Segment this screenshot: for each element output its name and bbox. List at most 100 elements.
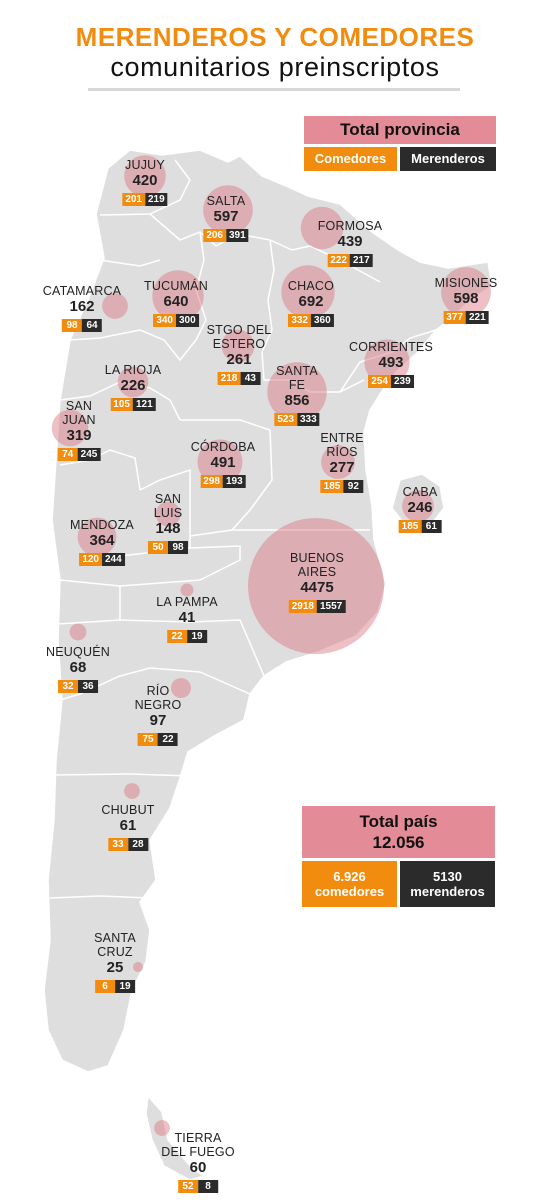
merenderos-count: 333: [297, 413, 320, 426]
province-total: 640: [163, 293, 189, 310]
merenderos-count: 391: [226, 229, 249, 242]
province-entrerios: ENTRE RÍOS 277 185 92: [320, 431, 363, 494]
province-name: SAN: [154, 492, 182, 506]
province-name: AIRES: [297, 565, 337, 579]
bubble-santacruz: [132, 961, 144, 973]
province-name: ESTERO: [212, 337, 266, 351]
province-breakdown: 332 360: [288, 314, 334, 327]
comedores-count: 254: [368, 375, 391, 388]
comedores-count: 33: [107, 838, 128, 851]
legend: Total provincia Comedores Merenderos: [304, 116, 496, 171]
province-tdf: TIERRA DEL FUEGO 60 52 8: [161, 1131, 235, 1194]
country-merenderos-box: 5130 merenderos: [400, 861, 495, 907]
bubble-corrientes: [364, 339, 410, 385]
title-line-2: comunitarios preinscriptos: [110, 52, 440, 82]
province-santafe: SANTA FE 856 523 333: [274, 364, 320, 427]
province-total: 439: [337, 233, 363, 250]
province-name: LA PAMPA: [156, 595, 218, 609]
bubble-tucuman: [152, 270, 204, 322]
province-name: FORMOSA: [317, 219, 383, 233]
province-total: 41: [178, 609, 196, 626]
province-total: 148: [155, 520, 181, 537]
bubble-jujuy: [124, 155, 166, 197]
merenderos-count: 98: [168, 541, 188, 554]
bubble-rionegro: [171, 678, 191, 698]
legend-comedores-label: Comedores: [304, 147, 397, 171]
province-breakdown: 201 219: [122, 193, 168, 206]
province-name: TUCUMÁN: [144, 279, 208, 293]
comedores-count: 2918: [288, 600, 317, 613]
merenderos-count: 217: [349, 254, 373, 267]
province-breakdown: 52 8: [177, 1180, 218, 1193]
province-name: SAN: [65, 399, 93, 413]
merenderos-count: 300: [176, 314, 199, 327]
comedores-count: 105: [110, 398, 133, 411]
province-larioja: LA RIOJA 226 105 121: [105, 363, 161, 412]
province-breakdown: 32 36: [58, 680, 98, 693]
bubble-stgo: [221, 329, 255, 363]
province-breakdown: 74 245: [57, 448, 101, 461]
province-total: 162: [69, 298, 95, 315]
bubble-catamarca: [102, 293, 128, 319]
merenderos-count: 360: [311, 314, 334, 327]
country-total-box: Total país 12.056 6.926 comedores 5130 m…: [302, 806, 495, 907]
province-total: 493: [378, 354, 404, 371]
map-title: MERENDEROS Y COMEDORES comunitarios prei…: [0, 22, 550, 82]
province-name: STGO DEL: [206, 323, 272, 337]
merenderos-count: 221: [465, 311, 489, 324]
country-merenderos-value: 5130: [433, 869, 462, 884]
province-name: FE: [288, 378, 306, 392]
bubble-caba: [402, 490, 434, 522]
province-name: NEUQUÉN: [46, 645, 110, 659]
province-name: LA RIOJA: [104, 363, 162, 377]
bubble-mendoza: [77, 517, 117, 557]
comedores-count: 74: [57, 448, 78, 461]
province-total: 420: [132, 172, 158, 189]
bubble-sanluis: [155, 501, 181, 527]
province-breakdown: 6 19: [95, 980, 135, 993]
country-merenderos-label: merenderos: [410, 884, 485, 899]
bubble-bsas: [248, 518, 384, 654]
legend-merenderos-label: Merenderos: [400, 147, 496, 171]
bubble-chubut: [124, 783, 140, 799]
province-total: 597: [213, 208, 239, 225]
comedores-count: 52: [177, 1180, 198, 1193]
province-chubut: CHUBUT 61 33 28: [101, 803, 154, 852]
province-misiones: MISIONES 598 377 221: [435, 276, 498, 325]
tierra-del-fuego-shape: [145, 1094, 206, 1181]
province-santacruz: SANTA CRUZ 25 6 19: [94, 931, 136, 994]
province-name: CATAMARCA: [42, 284, 122, 298]
province-total: 60: [189, 1159, 207, 1176]
merenderos-count: 244: [102, 553, 125, 566]
province-name: ENTRE: [320, 431, 364, 445]
province-name: NEGRO: [134, 698, 182, 712]
province-jujuy: JUJUY 420 201 219: [122, 158, 168, 207]
merenderos-count: 36: [78, 680, 98, 693]
province-mendoza: MENDOZA 364 120 244: [70, 518, 134, 567]
province-name: SALTA: [206, 194, 246, 208]
province-sanjuan: SAN JUAN 319 74 245: [57, 399, 101, 462]
comedores-count: 201: [122, 193, 145, 206]
province-name: MISIONES: [434, 276, 498, 290]
province-total: 491: [210, 454, 236, 471]
bubble-salta: [203, 185, 253, 235]
province-total: 68: [69, 659, 87, 676]
province-name: CHUBUT: [101, 803, 155, 817]
province-sanluis: SAN LUIS 148 50 98: [148, 492, 188, 555]
bubble-cordoba: [197, 439, 243, 485]
country-total-value: 12.056: [372, 833, 425, 852]
province-bsas: BUENOS AIRES 4475 2918 1557: [288, 551, 346, 614]
province-total: 319: [66, 427, 92, 444]
province-total: 692: [298, 293, 324, 310]
comedores-count: 185: [320, 480, 344, 493]
province-total: 25: [106, 959, 124, 976]
comedores-count: 523: [274, 413, 297, 426]
province-catamarca: CATAMARCA 162 98 64: [43, 284, 121, 333]
title-line-1: MERENDEROS Y COMEDORES: [75, 22, 475, 52]
province-total: 277: [329, 459, 355, 476]
province-name: JUAN: [62, 413, 96, 427]
province-name: CHACO: [287, 279, 335, 293]
province-total: 97: [149, 712, 167, 729]
merenderos-count: 64: [82, 319, 102, 332]
bubble-chaco: [281, 265, 335, 319]
